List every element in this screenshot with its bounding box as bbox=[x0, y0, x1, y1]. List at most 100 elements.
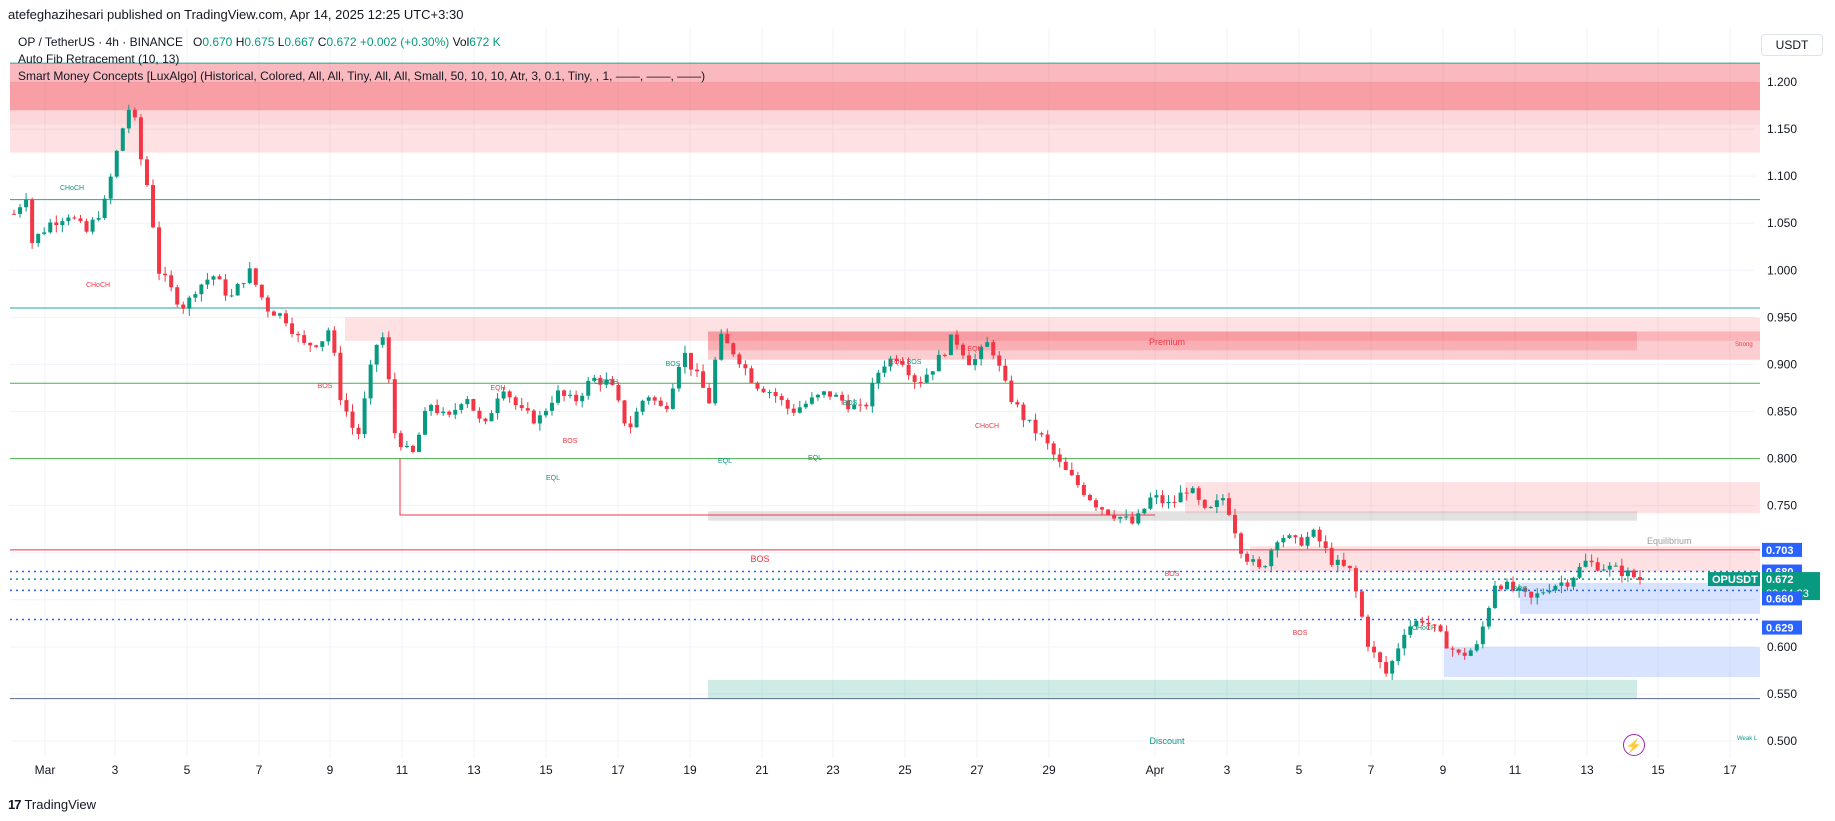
candle-body bbox=[138, 117, 143, 160]
candle-body bbox=[695, 369, 700, 372]
bos-structure-line bbox=[399, 458, 1155, 516]
candle-body bbox=[120, 128, 125, 151]
indicator-smc-legend[interactable]: Smart Money Concepts [LuxAlgo] (Historic… bbox=[18, 69, 706, 83]
y-axis-tick-label: 0.950 bbox=[1767, 310, 1797, 324]
candle-body bbox=[241, 283, 246, 285]
candle-body bbox=[459, 404, 464, 410]
candle-body bbox=[1631, 570, 1636, 578]
candle-body bbox=[1184, 492, 1189, 494]
currency-button[interactable]: USDT bbox=[1761, 34, 1823, 56]
candle-body bbox=[501, 391, 506, 399]
y-axis-tick-label: 0.500 bbox=[1767, 734, 1797, 748]
candle-body bbox=[997, 355, 1002, 366]
candle-body bbox=[235, 284, 240, 296]
candle-body bbox=[1015, 402, 1020, 405]
candle-body bbox=[1420, 620, 1425, 623]
candle-body bbox=[580, 395, 585, 402]
candle-body bbox=[1619, 565, 1624, 577]
candle-body bbox=[1474, 644, 1479, 651]
candle-body bbox=[356, 427, 361, 435]
candle-body bbox=[1226, 498, 1231, 515]
discount-label: Discount bbox=[1149, 736, 1185, 746]
candle-body bbox=[1601, 569, 1606, 571]
candle-body bbox=[513, 397, 518, 406]
x-axis-tick-label: 9 bbox=[327, 763, 334, 777]
discount-zone bbox=[708, 679, 1637, 699]
candle-body bbox=[1251, 559, 1256, 562]
high-value: 0.675 bbox=[244, 35, 275, 49]
candle-body bbox=[531, 410, 536, 424]
candle-body bbox=[1257, 559, 1262, 568]
candle-body bbox=[1577, 566, 1582, 578]
close-label: C bbox=[317, 35, 327, 49]
candle-body bbox=[1625, 570, 1630, 577]
candle-body bbox=[483, 418, 488, 422]
candle-body bbox=[809, 397, 814, 404]
candle-body bbox=[586, 380, 591, 396]
lightning-bolt-icon[interactable]: ⚡ bbox=[1623, 734, 1645, 756]
candle-body bbox=[1057, 454, 1062, 462]
candle-body bbox=[1553, 585, 1558, 591]
candle-body bbox=[1087, 494, 1092, 501]
candle-body bbox=[1245, 553, 1250, 562]
candle-body bbox=[48, 222, 53, 233]
equilibrium-label: Equilibrium bbox=[1647, 536, 1692, 546]
candle-body bbox=[1281, 537, 1286, 543]
footer-brand: 17 TradingView bbox=[8, 797, 96, 812]
candle-body bbox=[1396, 648, 1401, 662]
candle-body bbox=[1190, 488, 1195, 494]
candle-body bbox=[1214, 500, 1219, 508]
candle-body bbox=[961, 344, 966, 356]
premium-zone bbox=[345, 317, 1760, 341]
candle-body bbox=[1263, 566, 1268, 568]
smc-label-choch: CHoCH bbox=[1412, 625, 1436, 632]
candle-body bbox=[979, 346, 984, 360]
chart-area[interactable]: CHoCH CHoCH BOS EQH BOS EQL CHoCH BOS EQL EQL BOS E… bbox=[0, 28, 1835, 793]
candle-body bbox=[924, 374, 929, 383]
candle-body bbox=[870, 382, 875, 407]
candle-body bbox=[1529, 591, 1534, 598]
smc-label-eqh: EQH bbox=[967, 346, 982, 353]
candle-body bbox=[864, 404, 869, 407]
candle-body bbox=[1323, 541, 1328, 548]
candle-body bbox=[229, 295, 234, 297]
candle-body bbox=[1329, 547, 1334, 565]
order-block-bullish bbox=[1520, 582, 1760, 614]
indicator-fib-legend[interactable]: Auto Fib Retracement (10, 13) bbox=[18, 52, 180, 66]
candle-body bbox=[1202, 499, 1207, 508]
candle-body bbox=[574, 394, 579, 402]
candle-body bbox=[1178, 492, 1183, 503]
premium-label: Premium bbox=[1149, 337, 1185, 347]
candle-body bbox=[622, 400, 627, 424]
smc-label-bos: BOS bbox=[318, 383, 333, 390]
candle-body bbox=[193, 294, 198, 298]
y-axis-tick-label: 0.600 bbox=[1767, 640, 1797, 654]
candle-body bbox=[30, 199, 35, 243]
candle-body bbox=[749, 368, 754, 383]
candle-body bbox=[1269, 550, 1274, 567]
candle-body bbox=[646, 397, 651, 401]
candle-body bbox=[392, 379, 397, 434]
x-axis-tick-label: 15 bbox=[539, 763, 553, 777]
candle-body bbox=[743, 364, 748, 369]
candle-body bbox=[302, 335, 307, 343]
x-axis-tick-label: 3 bbox=[112, 763, 119, 777]
candle-body bbox=[985, 342, 990, 347]
x-axis-tick-label: 13 bbox=[467, 763, 481, 777]
candle-body bbox=[1547, 590, 1552, 593]
symbol-label: OPUSDT bbox=[1712, 574, 1758, 586]
candle-body bbox=[549, 402, 554, 411]
candle-body bbox=[1093, 500, 1098, 508]
candle-body bbox=[1081, 484, 1086, 495]
candle-body bbox=[416, 434, 421, 452]
candle-body bbox=[894, 358, 899, 362]
candle-body bbox=[1160, 495, 1165, 504]
candle-body bbox=[1045, 434, 1050, 444]
smc-label-eql: EQL bbox=[546, 475, 560, 482]
candle-body bbox=[1051, 443, 1056, 455]
supply-zone-top-3 bbox=[10, 124, 1760, 153]
candle-body bbox=[1293, 535, 1298, 538]
candle-body bbox=[350, 411, 355, 428]
candle-body bbox=[1607, 565, 1612, 570]
